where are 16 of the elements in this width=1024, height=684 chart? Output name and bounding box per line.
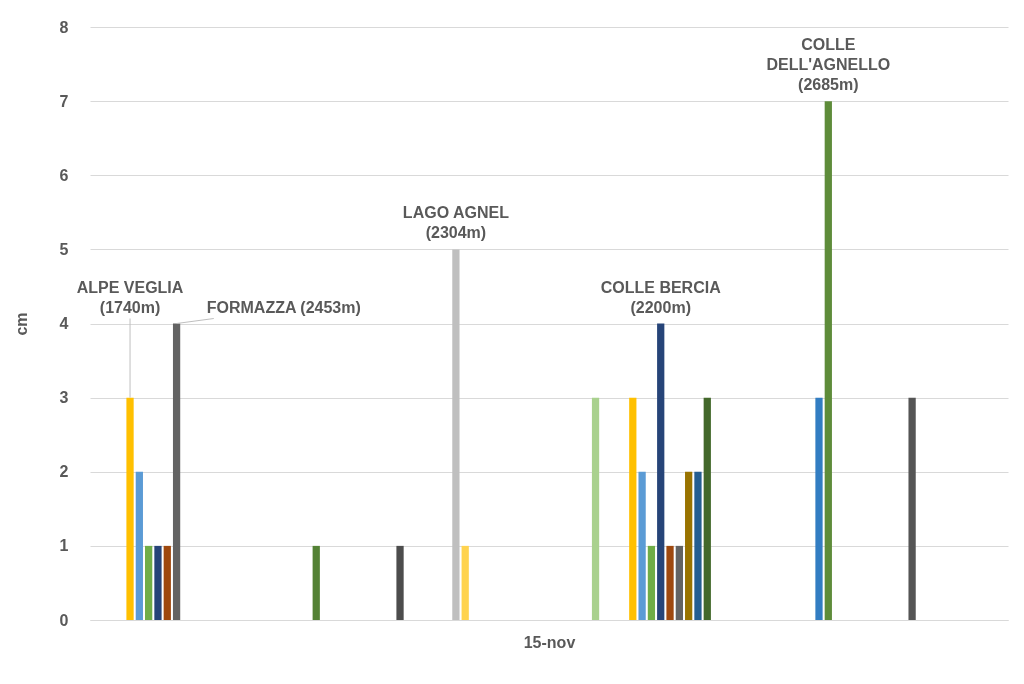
text: COLLE DELL'AGNELLO (2685m) <box>766 36 891 94</box>
series-label: LAGO AGNEL (2304m) <box>402 204 510 242</box>
y-tick-label: 3 <box>59 389 69 407</box>
y-tick-label: 4 <box>59 315 69 332</box>
y-tick-label: 1 <box>59 537 69 555</box>
y-axis-title: cm <box>12 312 30 336</box>
y-tick-label: 0 <box>59 611 69 629</box>
text: ALPE VEGLIA (1740m) <box>76 278 184 316</box>
y-tick-label: 7 <box>59 92 69 110</box>
y-tick-label: 6 <box>59 166 69 184</box>
series-label: FORMAZZA (2453m) <box>206 298 361 316</box>
y-tick-label: 8 <box>59 18 69 36</box>
series-label: COLLE BERCIA (2200m) <box>600 278 722 316</box>
y-tick-label: 5 <box>59 240 69 258</box>
x-tick-label: 15-nov <box>523 633 576 651</box>
y-tick-label: 2 <box>59 463 69 481</box>
